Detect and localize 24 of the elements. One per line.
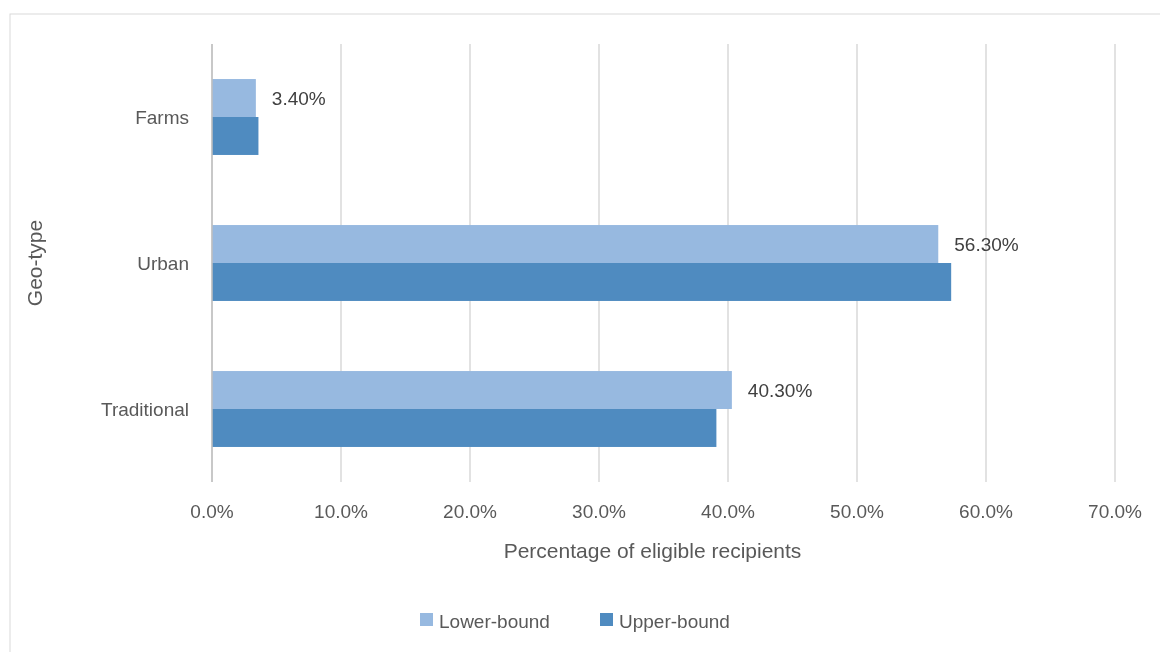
bar <box>212 117 259 155</box>
x-tick-label: 30.0% <box>572 501 627 522</box>
x-tick-label: 50.0% <box>830 501 885 522</box>
y-tick-label: Traditional <box>100 398 189 420</box>
bar <box>212 225 939 263</box>
legend-label: Upper-bound <box>619 610 730 632</box>
bar <box>212 409 717 447</box>
bar <box>212 263 952 301</box>
data-label: 40.30% <box>747 379 813 401</box>
x-tick-label: 0.0% <box>190 501 234 522</box>
y-axis-title: Geo-type <box>23 219 46 307</box>
legend-label: Lower-bound <box>439 610 550 632</box>
y-tick-label: Farms <box>135 106 189 128</box>
data-label: 3.40% <box>271 87 326 109</box>
data-label: 56.30% <box>954 233 1019 255</box>
x-tick-label: 10.0% <box>314 501 369 522</box>
x-tick-label: 40.0% <box>701 501 756 522</box>
x-tick-label: 20.0% <box>443 501 498 522</box>
x-axis-title: Percentage of eligible recipients <box>503 539 802 562</box>
bar <box>212 371 732 409</box>
x-tick-label: 70.0% <box>1088 501 1143 522</box>
y-tick-label: Urban <box>137 252 189 274</box>
bar <box>212 79 256 117</box>
x-tick-label: 60.0% <box>959 501 1014 522</box>
